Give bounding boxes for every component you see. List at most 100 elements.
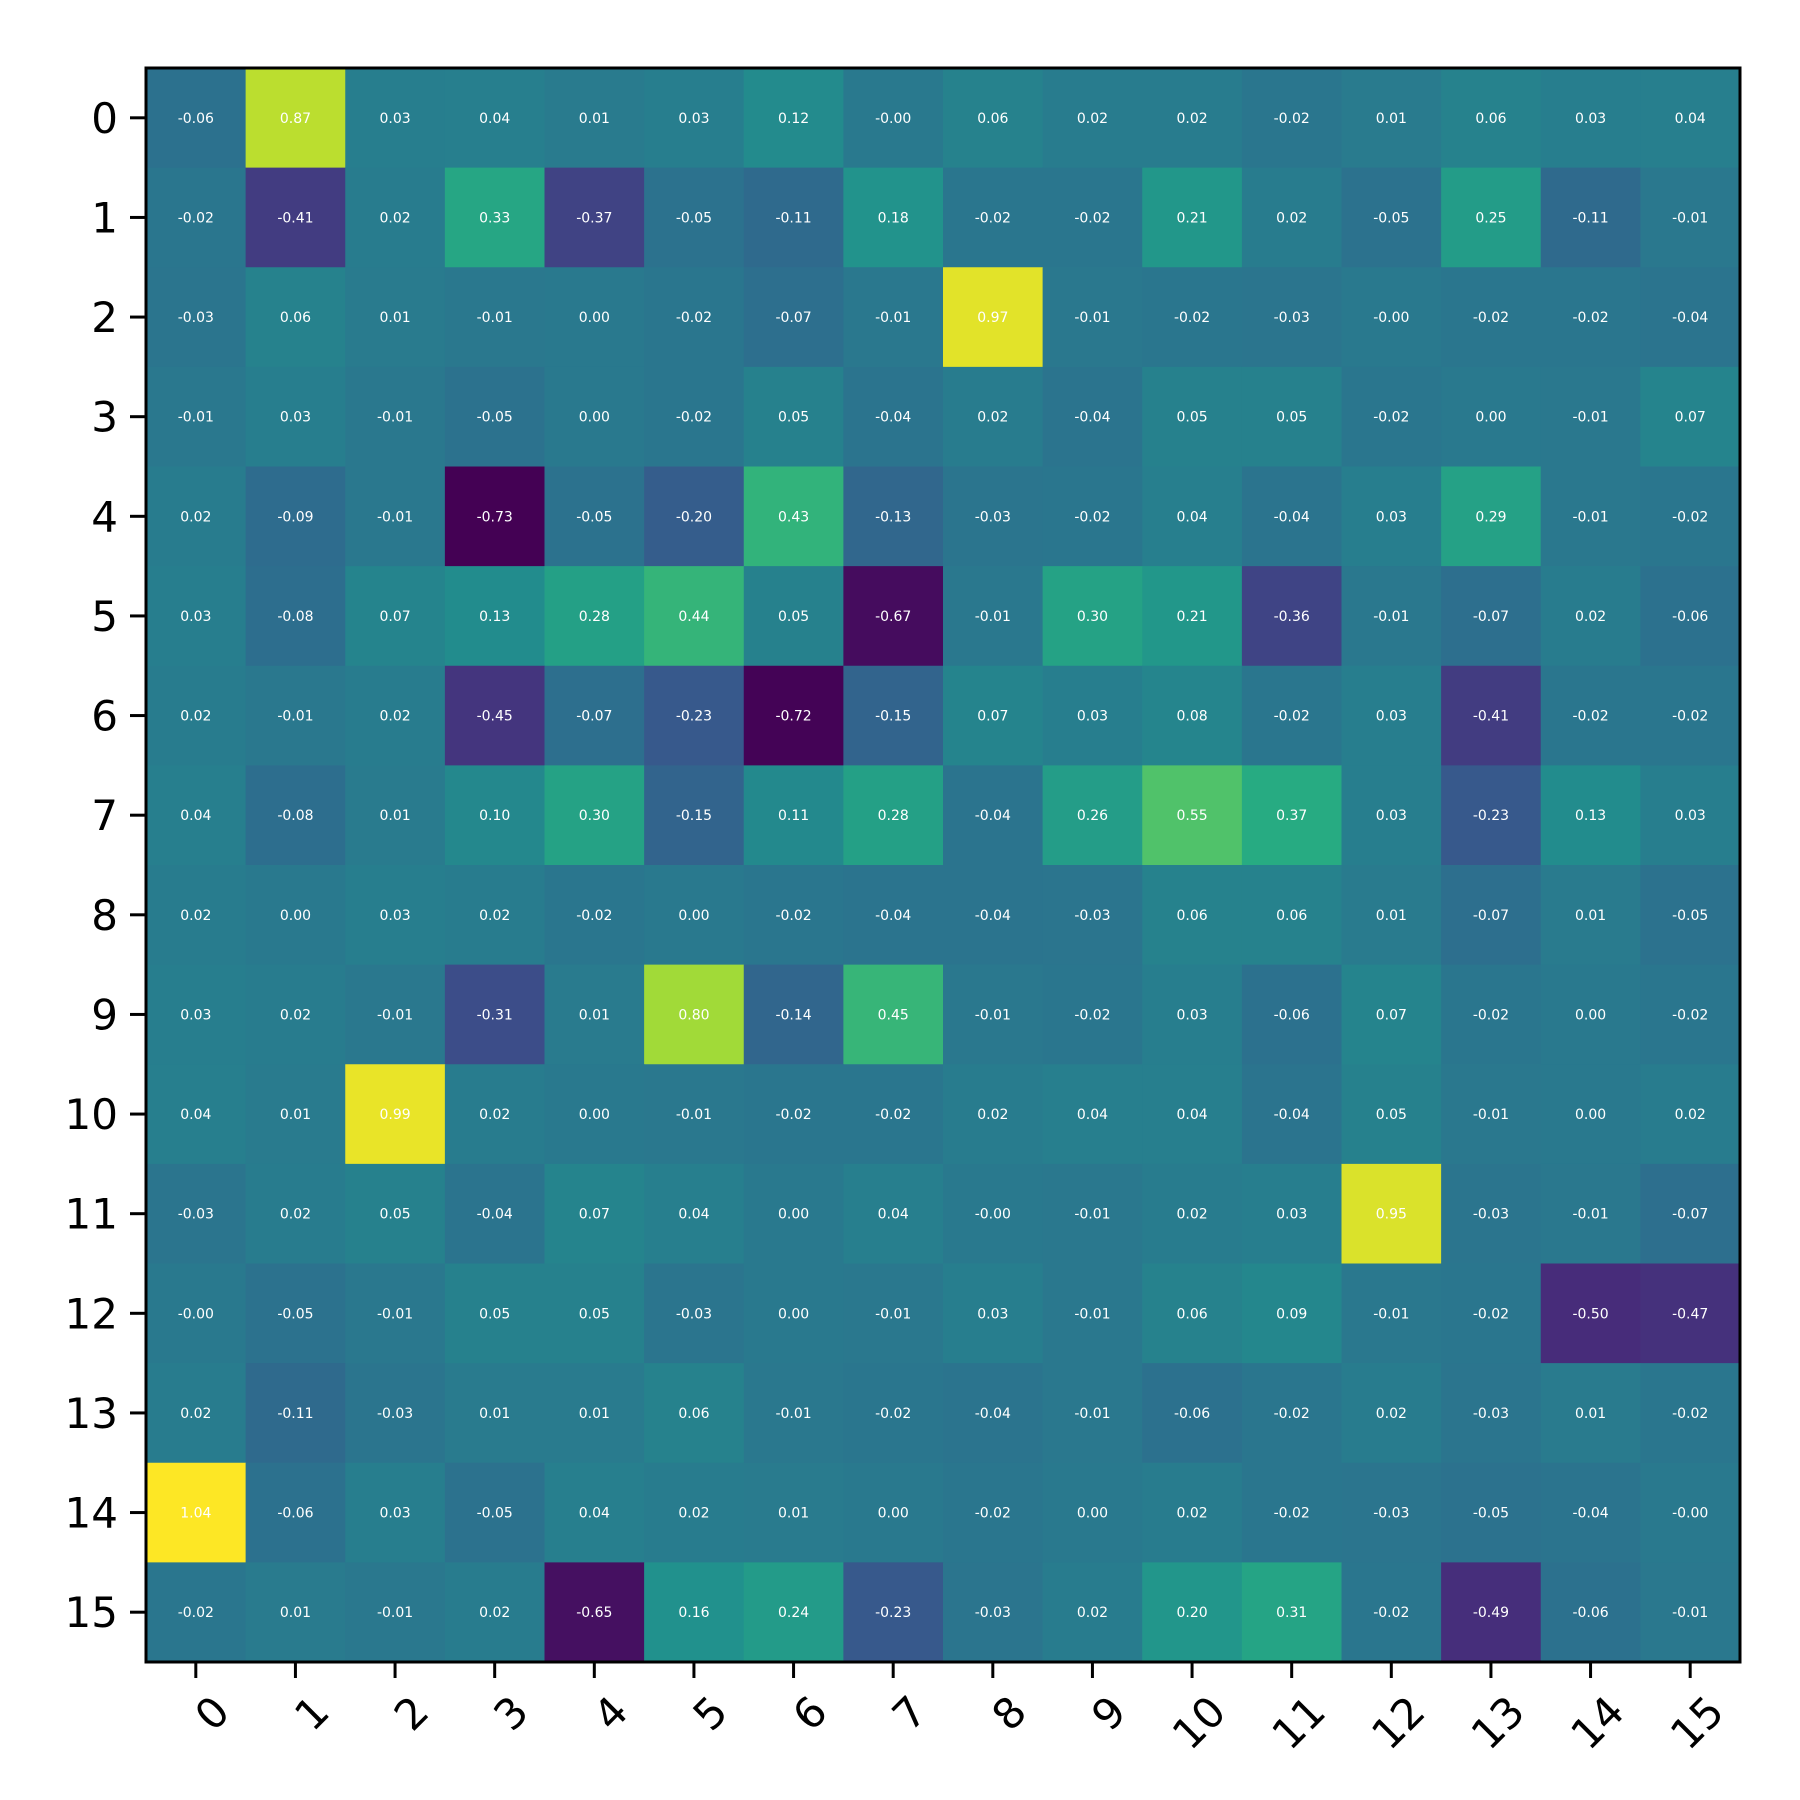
heatmap-cell-r3-c2 xyxy=(345,366,446,467)
x-tick-label: 1 xyxy=(285,1686,339,1740)
heatmap-cell-r0-c1 xyxy=(245,68,346,169)
cell-value-label: -0.73 xyxy=(477,509,513,525)
cell-value-label: -0.07 xyxy=(576,709,612,725)
heatmap-cell-r13-c2 xyxy=(345,1363,446,1464)
heatmap-cell-r5-c1 xyxy=(245,566,346,667)
heatmap-cell-r3-c6 xyxy=(743,366,844,467)
cell-value-label: -0.03 xyxy=(1473,1207,1509,1223)
cell-value-label: 0.02 xyxy=(1176,1506,1207,1522)
y-tick-label: 7 xyxy=(91,791,118,840)
heatmap-cell-r9-c11 xyxy=(1241,964,1342,1065)
heatmap-cell-r15-c13 xyxy=(1441,1562,1542,1663)
x-tick-label: 10 xyxy=(1163,1686,1235,1758)
heatmap-cell-r9-c1 xyxy=(245,964,346,1065)
cell-value-label: 0.03 xyxy=(180,1007,211,1023)
cell-value-label: -0.02 xyxy=(178,1605,214,1621)
x-tick-label: 7 xyxy=(883,1686,937,1740)
heatmap-cell-r3-c8 xyxy=(943,366,1044,467)
heatmap-cell-r10-c13 xyxy=(1441,1064,1542,1165)
heatmap-cell-r2-c6 xyxy=(743,267,844,368)
heatmap-cell-r1-c7 xyxy=(843,167,944,268)
heatmap-cell-r13-c10 xyxy=(1142,1363,1243,1464)
cell-value-label: -0.06 xyxy=(277,1506,313,1522)
heatmap-cell-r0-c0 xyxy=(146,68,247,169)
cell-value-label: 0.03 xyxy=(280,410,311,426)
cell-value-label: -0.05 xyxy=(277,1306,313,1322)
cell-value-label: -0.02 xyxy=(975,1506,1011,1522)
heatmap-cell-r6-c5 xyxy=(644,665,745,766)
heatmap-cell-r12-c0 xyxy=(146,1263,247,1364)
cell-value-label: 0.02 xyxy=(1176,1207,1207,1223)
cell-value-label: -0.02 xyxy=(1672,1007,1708,1023)
heatmap-cell-r3-c5 xyxy=(644,366,745,467)
cell-value-label: -0.01 xyxy=(1572,1207,1608,1223)
cell-value-label: 0.43 xyxy=(778,509,809,525)
cell-value-label: 0.05 xyxy=(1376,1107,1407,1123)
cell-value-label: 0.07 xyxy=(1675,410,1706,426)
heatmap-cell-r15-c5 xyxy=(644,1562,745,1663)
cell-value-label: -0.07 xyxy=(1473,908,1509,924)
cell-value-label: -0.04 xyxy=(477,1207,513,1223)
heatmap-cell-r1-c9 xyxy=(1042,167,1143,268)
cell-value-label: -0.02 xyxy=(1274,111,1310,127)
cell-value-label: -0.00 xyxy=(875,111,911,127)
cell-value-label: 0.03 xyxy=(1675,808,1706,824)
heatmap-cell-r8-c4 xyxy=(544,865,645,966)
heatmap-cell-r11-c7 xyxy=(843,1163,944,1264)
heatmap-cell-r7-c11 xyxy=(1241,765,1342,866)
cell-value-label: 0.45 xyxy=(878,1007,909,1023)
cell-value-label: -0.04 xyxy=(1274,1107,1310,1123)
cell-value-label: 0.08 xyxy=(1176,709,1207,725)
cell-value-label: 0.02 xyxy=(479,1605,510,1621)
heatmap-cell-r12-c4 xyxy=(544,1263,645,1364)
heatmap-cell-r8-c14 xyxy=(1540,865,1641,966)
heatmap-cell-r4-c9 xyxy=(1042,466,1143,567)
cell-value-label: -0.07 xyxy=(1672,1207,1708,1223)
cell-value-label: -0.01 xyxy=(676,1107,712,1123)
cell-value-label: -0.37 xyxy=(576,210,612,226)
cell-value-label: -0.02 xyxy=(576,908,612,924)
y-tick-label: 13 xyxy=(65,1389,118,1438)
cell-value-label: -0.02 xyxy=(975,210,1011,226)
heatmap-cell-r1-c8 xyxy=(943,167,1044,268)
cell-value-label: -0.50 xyxy=(1572,1306,1608,1322)
heatmap-cell-r7-c3 xyxy=(444,765,545,866)
cell-value-label: -0.65 xyxy=(576,1605,612,1621)
heatmap-cell-r3-c3 xyxy=(444,366,545,467)
heatmap-cell-r9-c15 xyxy=(1640,964,1741,1065)
cell-value-label: -0.02 xyxy=(676,310,712,326)
heatmap-cell-r11-c1 xyxy=(245,1163,346,1264)
heatmap-cell-r6-c2 xyxy=(345,665,446,766)
cell-value-label: 0.06 xyxy=(1176,908,1207,924)
cell-value-label: -0.23 xyxy=(676,709,712,725)
x-tick-label: 14 xyxy=(1561,1686,1633,1758)
cell-value-label: 0.01 xyxy=(579,1007,610,1023)
cell-value-label: 0.12 xyxy=(778,111,809,127)
heatmap-cell-r6-c3 xyxy=(444,665,545,766)
cell-value-label: 0.10 xyxy=(479,808,510,824)
heatmap-cell-r1-c14 xyxy=(1540,167,1641,268)
cell-value-label: -0.03 xyxy=(676,1306,712,1322)
heatmap-cell-r14-c4 xyxy=(544,1462,645,1563)
heatmap-cell-r2-c2 xyxy=(345,267,446,368)
heatmap-cell-r2-c4 xyxy=(544,267,645,368)
heatmap-cell-r5-c2 xyxy=(345,566,446,667)
heatmap-cell-r2-c5 xyxy=(644,267,745,368)
heatmap-cell-r12-c12 xyxy=(1341,1263,1442,1364)
cell-value-label: 0.33 xyxy=(479,210,510,226)
cell-value-label: 0.03 xyxy=(1376,808,1407,824)
heatmap-cell-r5-c5 xyxy=(644,566,745,667)
heatmap-cell-r1-c10 xyxy=(1142,167,1243,268)
cell-value-label: 0.02 xyxy=(280,1007,311,1023)
cell-value-label: -0.04 xyxy=(875,908,911,924)
heatmap-cell-r7-c5 xyxy=(644,765,745,866)
heatmap-cell-r5-c0 xyxy=(146,566,247,667)
cell-value-label: -0.03 xyxy=(1274,310,1310,326)
cell-value-label: 0.21 xyxy=(1176,210,1207,226)
cell-value-label: -0.06 xyxy=(178,111,214,127)
cell-value-label: -0.01 xyxy=(277,709,313,725)
cell-value-label: -0.02 xyxy=(1174,310,1210,326)
heatmap-cell-r13-c5 xyxy=(644,1363,745,1464)
heatmap-cell-r14-c9 xyxy=(1042,1462,1143,1563)
heatmap-cell-r4-c3 xyxy=(444,466,545,567)
